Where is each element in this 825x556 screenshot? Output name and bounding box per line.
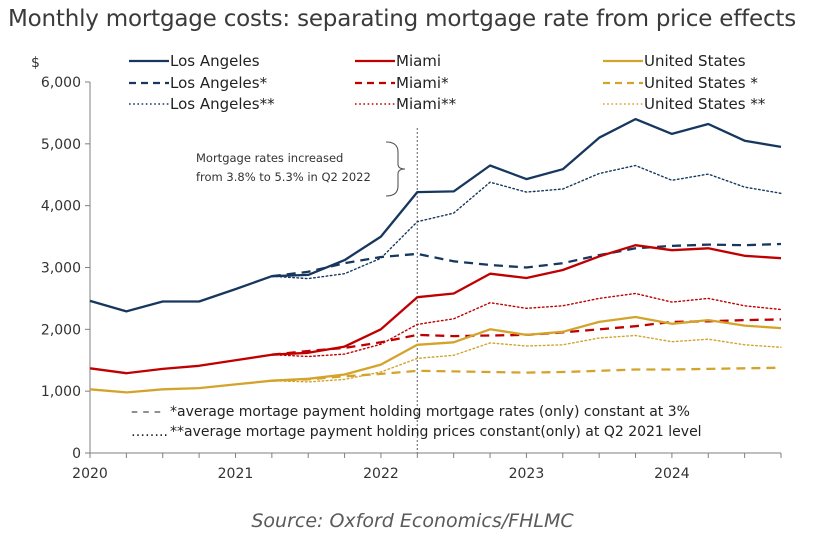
legend-label: Miami** <box>396 95 457 113</box>
legend-label: Los Angeles** <box>170 95 275 113</box>
legend-label: Los Angeles* <box>170 74 268 92</box>
annotation-line-2: from 3.8% to 5.3% in Q2 2022 <box>196 170 371 184</box>
series-line-los-angeles-star <box>271 242 782 278</box>
legend: Los Angeles Los Angeles* Los Angeles** Miam… <box>129 52 766 113</box>
legend-label: Miami <box>396 52 441 70</box>
y-tick-label: 0 <box>72 446 81 462</box>
x-tick-label: 2024 <box>654 466 690 482</box>
series-layer <box>89 117 782 394</box>
y-tick-label: 4,000 <box>41 199 81 215</box>
note-text: *average mortage payment holding mortgag… <box>170 404 690 420</box>
notes: – – – *average mortage payment holding mo… <box>131 404 702 440</box>
source-note: Source: Oxford Economics/FHLMC <box>251 510 574 532</box>
annotation-line-1: Mortgage rates increased <box>196 151 343 165</box>
legend-label: Los Angeles <box>170 52 260 70</box>
x-tick-label: 2022 <box>363 466 399 482</box>
annotation-layer: Mortgage rates increased from 3.8% to 5.3… <box>196 128 418 453</box>
y-tick-label: 3,000 <box>41 261 81 277</box>
y-tick-label: 6,000 <box>41 75 81 91</box>
x-tick-label: 2020 <box>72 466 108 482</box>
y-tick-label: 5,000 <box>41 137 81 153</box>
y-tick-label: 1,000 <box>41 384 81 400</box>
chart-axes: 0 1,000 2,000 3,000 4,000 5,000 6,000$2020 2021… <box>31 55 782 482</box>
series-line-united-states-star2 <box>271 334 782 383</box>
note-text: **average mortage payment holding prices… <box>170 424 702 440</box>
series-line-miami-star2 <box>271 292 782 358</box>
series-line-united-states <box>89 315 782 394</box>
legend-label: United States * <box>644 74 758 92</box>
x-tick-label: 2023 <box>509 466 545 482</box>
annotation-brace <box>385 141 406 197</box>
series-line-los-angeles-star2 <box>271 164 782 280</box>
note-symbol: …….. <box>131 424 168 440</box>
series-line-los-angeles <box>89 117 782 313</box>
series-line-miami-star <box>271 318 782 356</box>
legend-label: United States <box>644 52 746 70</box>
x-tick-label: 2021 <box>218 466 254 482</box>
series-line-miami <box>89 244 782 375</box>
legend-label: Miami* <box>396 74 449 92</box>
chart-title: Monthly mortgage costs: separating mortg… <box>8 6 797 32</box>
series-line-united-states-star <box>271 366 782 382</box>
y-tick-label: 2,000 <box>41 322 81 338</box>
legend-label: United States ** <box>644 95 766 113</box>
y-axis-label: $ <box>31 55 40 71</box>
note-symbol: – – – <box>131 404 161 420</box>
